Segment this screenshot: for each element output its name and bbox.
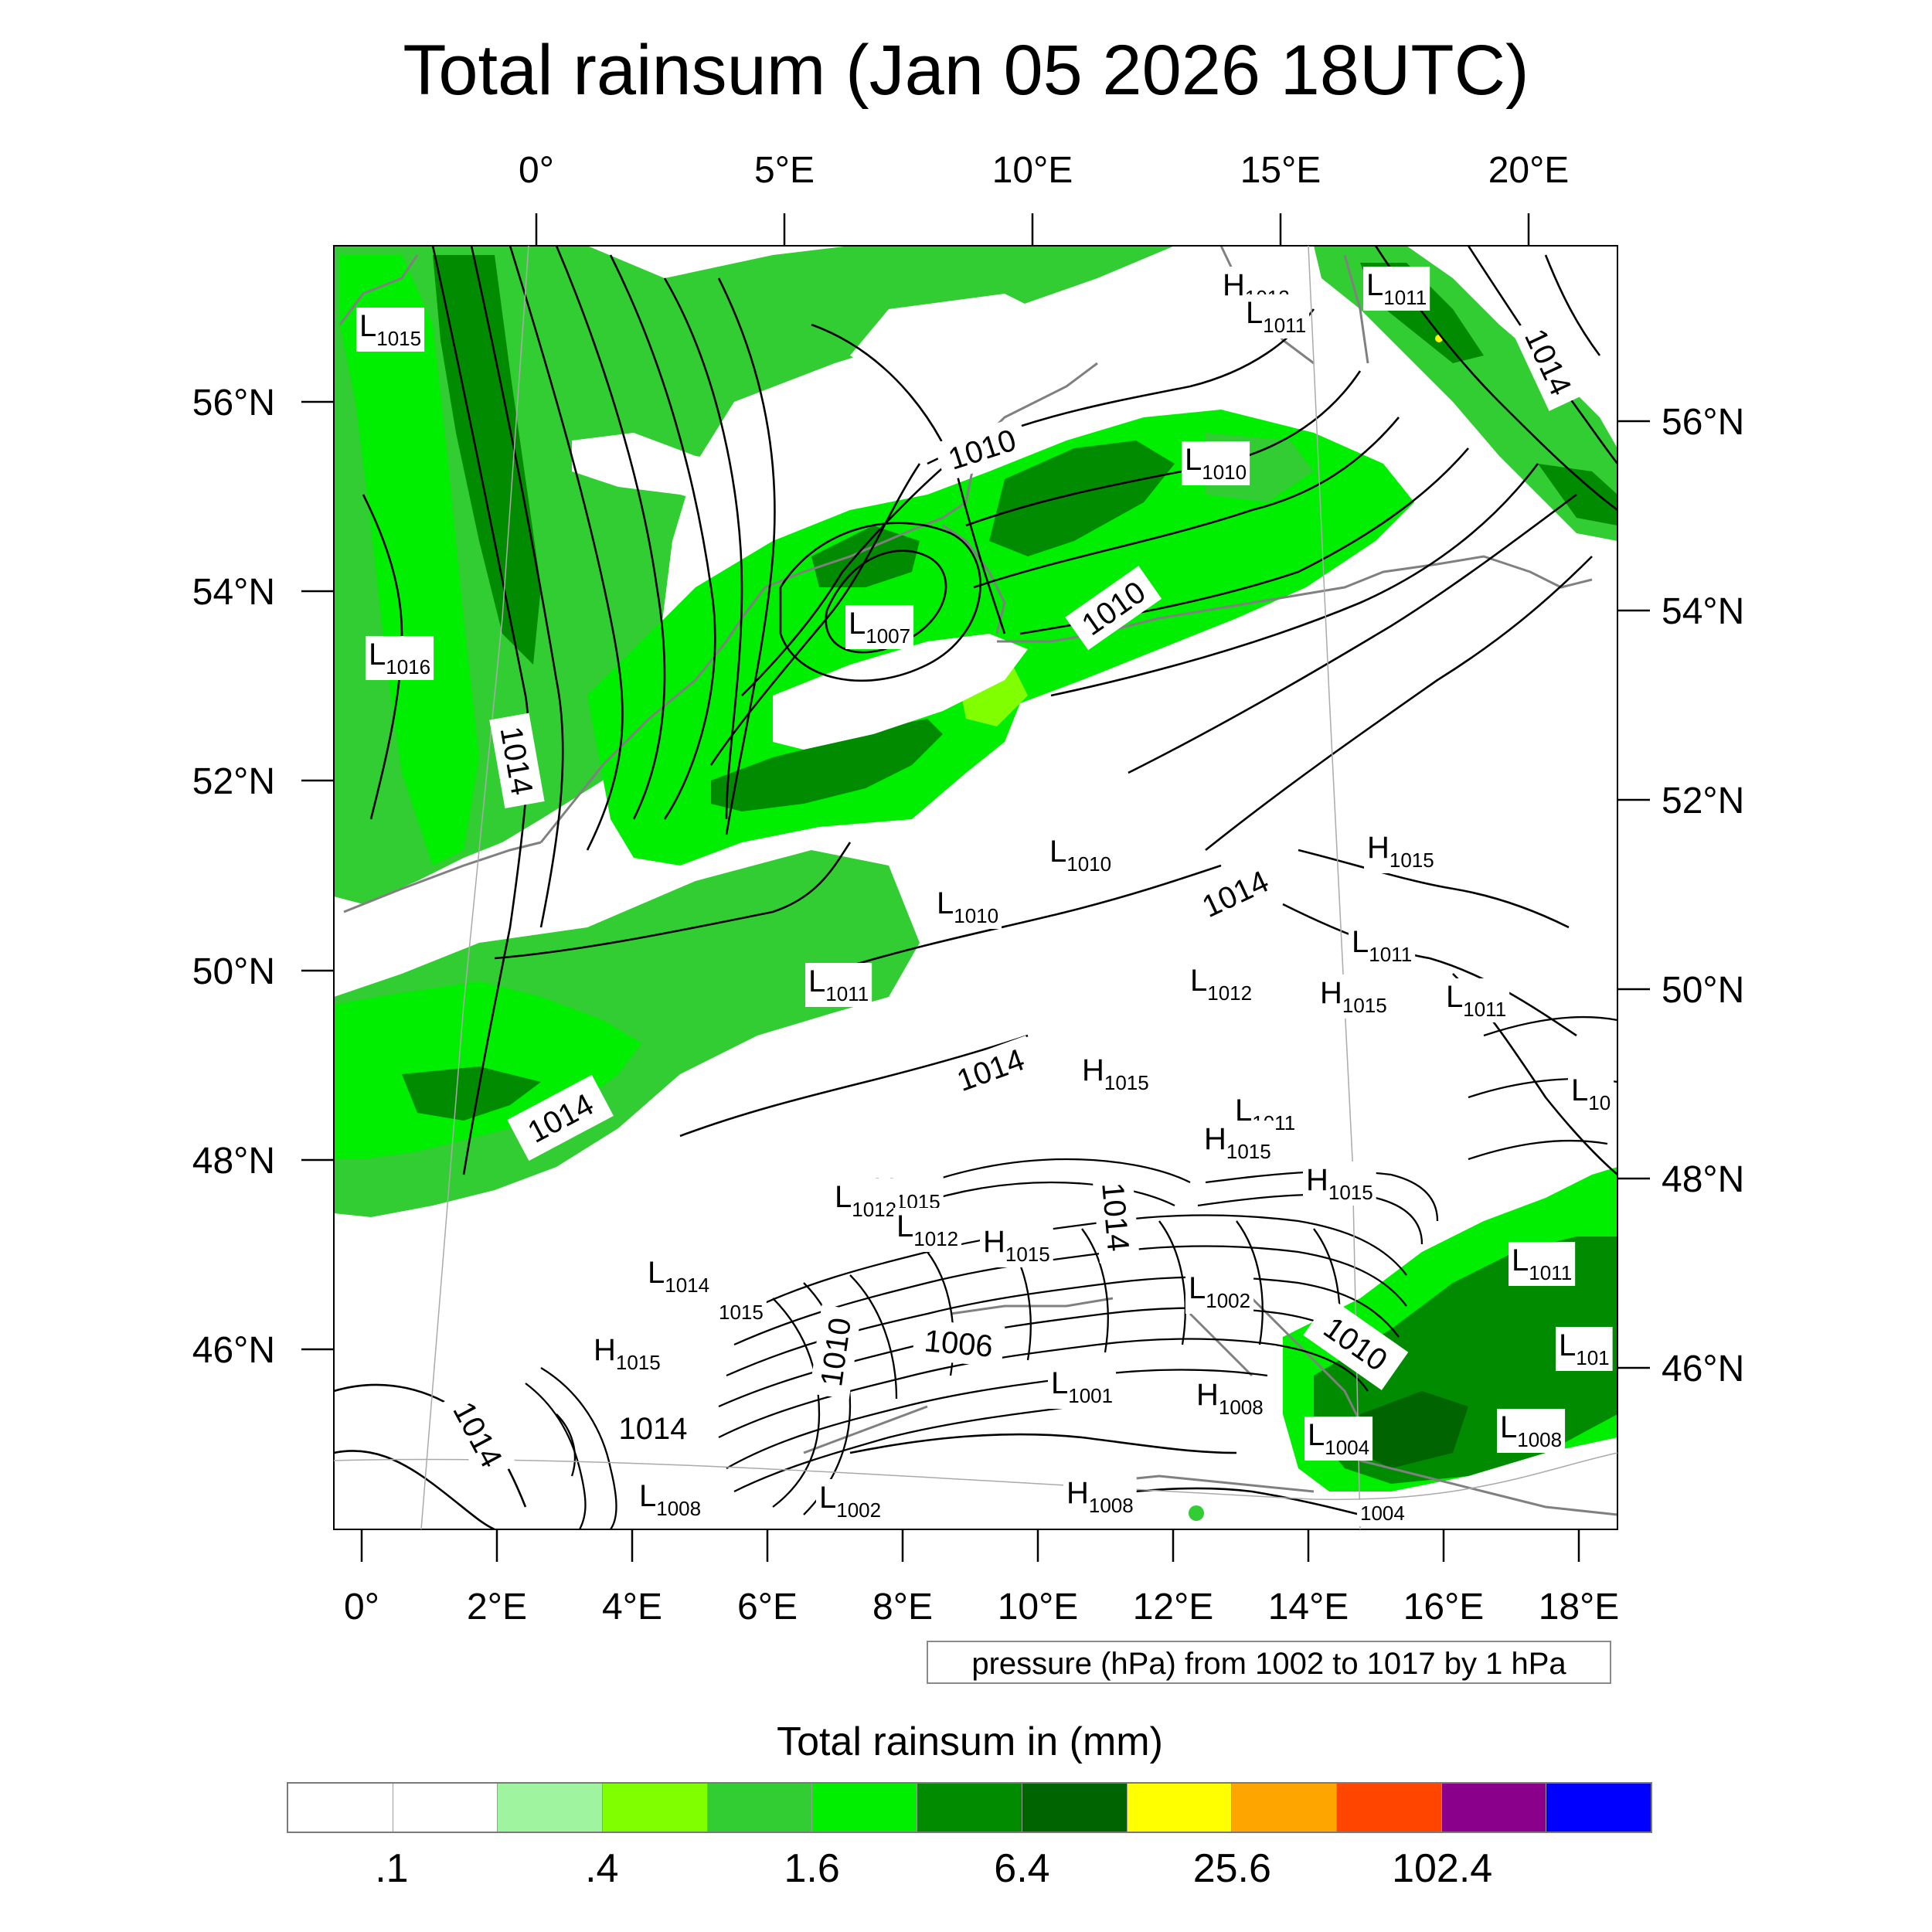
right-lat-label: 46°N xyxy=(1662,1349,1744,1389)
pressure-center-label: L1004 xyxy=(1308,1418,1369,1459)
pressure-center-label: H1015 xyxy=(1082,1053,1149,1094)
isobar-label: 1014 xyxy=(1095,1181,1135,1252)
isobar-label: 1014 xyxy=(619,1412,688,1446)
colorbar-tick-label: 6.4 xyxy=(994,1846,1050,1891)
left-lat-label: 52°N xyxy=(192,761,275,802)
colorbar-cell xyxy=(812,1784,918,1832)
left-lat-label: 54°N xyxy=(192,572,275,613)
colorbar-cell xyxy=(498,1784,604,1832)
pressure-center-label: L1010 xyxy=(937,886,998,927)
pressure-center-label: H1008 xyxy=(1066,1476,1134,1517)
bottom-lon-label: 16°E xyxy=(1403,1587,1485,1628)
plot-frame xyxy=(333,245,1618,1530)
pressure-center-label: L1008 xyxy=(1500,1410,1562,1451)
colorbar-tick-label: .4 xyxy=(585,1846,619,1891)
pressure-center-label: H1015 xyxy=(983,1225,1050,1266)
top-lon-label: 10°E xyxy=(992,150,1073,191)
colorbar-cell xyxy=(1022,1784,1128,1832)
pressure-center-label: L101 xyxy=(1559,1328,1610,1369)
colorbar-tick-label: 25.6 xyxy=(1192,1846,1271,1891)
pressure-center-label: L1011 xyxy=(1352,925,1412,966)
pressure-center-label: L1007 xyxy=(849,607,910,648)
colorbar-cell xyxy=(1441,1784,1547,1832)
colorbar-cell xyxy=(1336,1784,1442,1832)
top-lon-label: 5°E xyxy=(754,150,815,191)
right-lat-label: 56°N xyxy=(1662,402,1744,443)
bottom-lon-label: 0° xyxy=(344,1587,379,1628)
pressure-center-label: H1015 xyxy=(1320,976,1387,1017)
pressure-center-label: L1011 xyxy=(1512,1243,1572,1284)
pressure-center-label: L1010 xyxy=(1049,835,1111,876)
pressure-center-label: L1015 xyxy=(359,309,421,350)
top-lon-label: 15°E xyxy=(1240,150,1321,191)
pressure-center-label: L1008 xyxy=(639,1479,701,1520)
pressure-center-label: L1012 xyxy=(896,1209,958,1250)
right-lat-label: 54°N xyxy=(1662,591,1744,632)
colorbar-cell xyxy=(917,1784,1022,1832)
pressure-center-label: L1002 xyxy=(819,1481,881,1522)
right-lat-label: 48°N xyxy=(1662,1159,1744,1200)
pressure-center-label: L1012 xyxy=(835,1180,896,1221)
bottom-lon-label: 8°E xyxy=(872,1587,933,1628)
bottom-lon-label: 4°E xyxy=(602,1587,662,1628)
left-lat-label: 48°N xyxy=(192,1141,275,1182)
bottom-lon-label: 14°E xyxy=(1268,1587,1349,1628)
pressure-center-label: H1015 xyxy=(594,1333,661,1374)
pressure-contour-note: pressure (hPa) from 1002 to 1017 by 1 hP… xyxy=(927,1641,1611,1684)
bottom-lon-label: 6°E xyxy=(737,1587,798,1628)
pressure-center-label: H1015 xyxy=(1367,831,1434,872)
colorbar-cell xyxy=(1546,1784,1651,1832)
top-lon-label: 0° xyxy=(519,150,554,191)
colorbar-title: Total rainsum in (mm) xyxy=(777,1719,1163,1764)
right-lat-label: 50°N xyxy=(1662,970,1744,1011)
pressure-center-label: 1015 xyxy=(719,1301,764,1324)
pressure-center-label: L1011 xyxy=(1366,268,1427,309)
colorbar xyxy=(287,1782,1652,1833)
pressure-center-label: L1012 xyxy=(1190,964,1252,1005)
bottom-lon-label: 18°E xyxy=(1539,1587,1620,1628)
isobar-label: 1006 xyxy=(923,1324,994,1364)
isobar-labels: 1010 1010 1014 1014 1014 1014 1014 1006 xyxy=(439,312,1586,1484)
pressure-center-label: H1008 xyxy=(1196,1378,1264,1419)
bottom-lon-label: 2°E xyxy=(467,1587,527,1628)
pressure-center-label: H1015 xyxy=(1204,1122,1271,1163)
pressure-center-label: L1001 xyxy=(1051,1366,1113,1407)
pressure-center-label: L1002 xyxy=(1189,1271,1250,1312)
colorbar-tick-label: 102.4 xyxy=(1392,1846,1493,1891)
colorbar-cell xyxy=(707,1784,813,1832)
axis-labels: 0° 5°E 10°E 15°E 20°E 0° 2°E 4°E 6°E 8°E… xyxy=(192,150,1745,1628)
colorbar-cell xyxy=(603,1784,708,1832)
colorbar-tick-label: .1 xyxy=(375,1846,409,1891)
left-lat-label: 46°N xyxy=(192,1330,275,1371)
pressure-center-label: L1014 xyxy=(648,1256,709,1297)
pressure-center-label: H1015 xyxy=(1306,1163,1373,1204)
colorbar-cell xyxy=(288,1784,393,1832)
map-title: Total rainsum (Jan 05 2026 18UTC) xyxy=(403,31,1529,110)
pressure-center-label: 1004 xyxy=(1360,1502,1405,1525)
colorbar-tick-label: 1.6 xyxy=(784,1846,840,1891)
left-lat-label: 50°N xyxy=(192,951,275,992)
colorbar-cell xyxy=(1232,1784,1337,1832)
axis-ticks xyxy=(301,213,1650,1562)
bottom-lon-label: 10°E xyxy=(998,1587,1079,1628)
pressure-center-label: L1011 xyxy=(1446,980,1506,1021)
pressure-center-label: L1016 xyxy=(369,638,430,679)
pressure-center-label: L1010 xyxy=(1185,443,1247,484)
bottom-lon-label: 12°E xyxy=(1133,1587,1214,1628)
pressure-center-label: L1011 xyxy=(808,964,869,1005)
pressure-center-label: L1011 xyxy=(1246,296,1306,337)
right-lat-label: 52°N xyxy=(1662,781,1744,821)
left-lat-label: 56°N xyxy=(192,383,275,423)
pressure-centers: L1015L1016H1012L1011L1011L1010L1007L1010… xyxy=(356,267,1614,1526)
colorbar-cell xyxy=(393,1784,498,1832)
top-lon-label: 20°E xyxy=(1488,150,1570,191)
pressure-center-label: L10 xyxy=(1571,1073,1611,1114)
colorbar-cell xyxy=(1127,1784,1233,1832)
